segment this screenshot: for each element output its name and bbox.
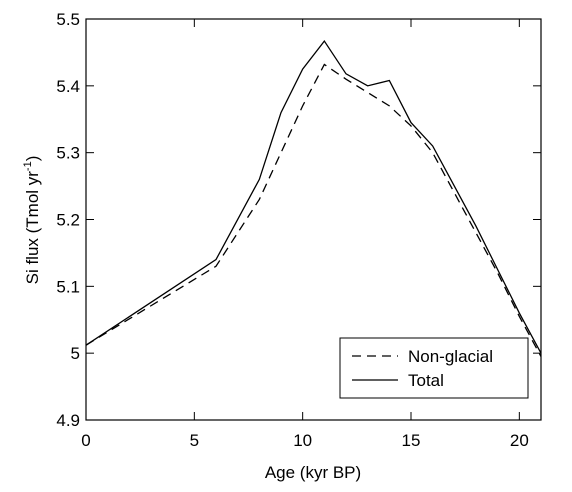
legend-label: Non-glacial bbox=[408, 347, 493, 366]
x-tick-label: 20 bbox=[510, 431, 529, 450]
legend-label: Total bbox=[408, 371, 444, 390]
y-tick-label: 5.4 bbox=[56, 77, 80, 96]
y-tick-label: 5.2 bbox=[56, 211, 80, 230]
x-tick-label: 15 bbox=[402, 431, 421, 450]
x-tick-label: 0 bbox=[81, 431, 90, 450]
legend-box bbox=[339, 337, 529, 399]
y-axis-label-sup: -1 bbox=[22, 161, 34, 171]
y-tick-label: 5.5 bbox=[56, 10, 80, 29]
y-tick-label: 5 bbox=[71, 344, 80, 363]
series-line bbox=[85, 39, 542, 354]
y-axis-label-main: Si flux (Tmol yr bbox=[23, 171, 42, 285]
x-axis-label: Age (kyr BP) bbox=[265, 463, 361, 482]
y-tick-label: 5.1 bbox=[56, 277, 80, 296]
x-tick-label: 5 bbox=[190, 431, 199, 450]
y-axis-label-end: ) bbox=[23, 156, 42, 162]
y-tick-label: 4.9 bbox=[56, 411, 80, 430]
y-axis-label: Si flux (Tmol yr-1) bbox=[22, 156, 42, 285]
series-line bbox=[85, 63, 542, 357]
x-tick-label: 10 bbox=[293, 431, 312, 450]
y-tick-label: 5.3 bbox=[56, 144, 80, 163]
